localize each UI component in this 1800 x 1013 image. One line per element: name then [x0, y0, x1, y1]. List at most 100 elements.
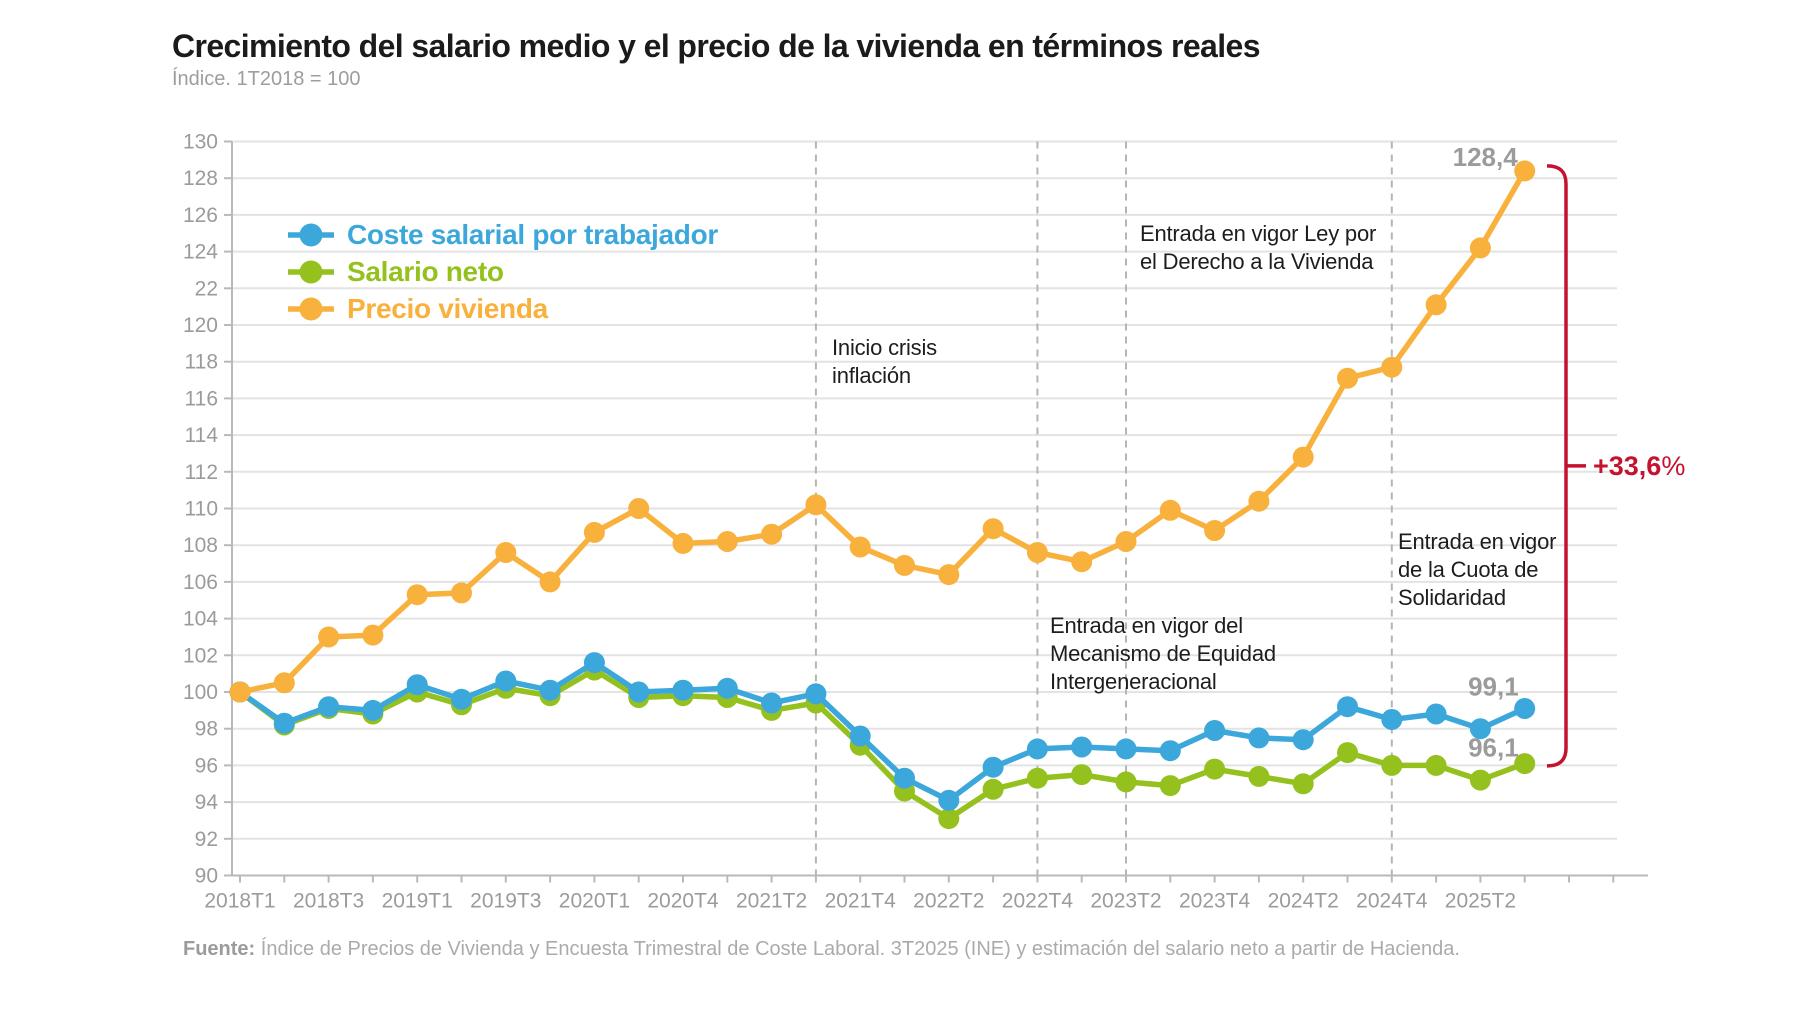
- legend-item-precio-vivienda[interactable]: Precio vivienda: [288, 290, 718, 327]
- x-axis-label: 2019T3: [470, 890, 541, 913]
- y-axis-label: 130: [183, 131, 218, 154]
- data-point: [672, 679, 694, 701]
- y-axis-label: 110: [185, 498, 218, 521]
- data-point: [1248, 765, 1270, 787]
- data-point: [938, 808, 960, 830]
- data-point: [894, 767, 915, 789]
- x-axis-label: 2022T4: [1002, 890, 1074, 913]
- data-point: [1026, 738, 1048, 760]
- y-axis-label: 92: [195, 828, 218, 851]
- data-point: [1381, 356, 1403, 378]
- data-point: [805, 683, 827, 705]
- data-point: [982, 778, 1004, 800]
- data-point: [1292, 729, 1314, 751]
- data-point: [1514, 753, 1536, 775]
- data-point: [1026, 542, 1048, 563]
- data-point: [1469, 237, 1491, 259]
- annotation-cuota-solidaridad: Entrada en vigor de la Cuota de Solidari…: [1398, 529, 1557, 610]
- legend-line-dot-icon: [288, 297, 334, 320]
- data-point: [894, 554, 915, 576]
- data-point: [406, 674, 428, 696]
- y-axis-label: 124: [183, 241, 218, 264]
- data-point: [495, 542, 517, 563]
- chart-legend: Coste salarial por trabajador Salario net…: [288, 216, 718, 327]
- data-point: [1071, 764, 1093, 786]
- y-axis-label: 106: [183, 571, 218, 594]
- data-point: [1469, 718, 1491, 740]
- data-point: [628, 498, 650, 519]
- data-point: [1115, 771, 1137, 793]
- end-value-label: 99,1: [1468, 672, 1519, 702]
- y-axis-label: 98: [195, 718, 218, 741]
- y-axis-label: 102: [183, 644, 218, 667]
- data-point: [539, 679, 561, 701]
- x-axis-label: 2022T2: [913, 890, 984, 913]
- legend-line-dot-icon: [288, 223, 334, 246]
- x-axis-label: 2019T1: [382, 890, 453, 913]
- data-point: [229, 681, 251, 703]
- data-point: [318, 696, 340, 718]
- x-axis-label: 2024T4: [1356, 890, 1428, 913]
- data-point: [1337, 367, 1358, 389]
- data-point: [1248, 727, 1270, 749]
- end-value-label: 96,1: [1468, 733, 1519, 763]
- data-point: [1159, 740, 1181, 762]
- data-point: [273, 712, 295, 734]
- data-point: [982, 756, 1004, 778]
- data-point: [761, 692, 783, 714]
- source-line: Fuente: Índice de Precios de Vivienda y …: [183, 938, 1460, 961]
- data-point: [1425, 294, 1447, 316]
- data-point: [451, 688, 472, 710]
- gap-percentage-label: +33,6%: [1593, 451, 1685, 481]
- data-point: [938, 789, 960, 811]
- legend-label: Coste salarial por trabajador: [347, 218, 718, 250]
- data-point: [628, 681, 650, 703]
- data-point: [1159, 499, 1181, 521]
- x-axis-label: 2024T2: [1268, 890, 1339, 913]
- y-axis-label: 100: [183, 681, 218, 704]
- x-axis-label: 2018T1: [204, 890, 275, 913]
- data-point: [1204, 758, 1226, 780]
- legend-item-coste-salarial-por-trabajador[interactable]: Coste salarial por trabajador: [288, 216, 718, 253]
- legend-item-salario-neto[interactable]: Salario neto: [288, 253, 718, 290]
- data-point: [1292, 446, 1314, 468]
- axes: 90 92 94 96 98 100 102 104 106 108 110 112 114 116 118…: [183, 131, 1648, 913]
- y-axis-label: 128: [183, 167, 218, 190]
- data-point: [1159, 775, 1181, 797]
- data-point: [1514, 160, 1536, 182]
- source-text: Índice de Precios de Vivienda y Encuesta…: [255, 938, 1460, 960]
- gap-bracket: +33,6%: [1546, 164, 1685, 768]
- data-point: [583, 652, 605, 674]
- data-point: [982, 518, 1004, 540]
- data-point: [1381, 709, 1403, 730]
- data-point: [761, 523, 783, 545]
- data-point: [495, 670, 517, 692]
- data-point: [1425, 754, 1447, 776]
- annotation-inicio-crisis: Inicio crisis inflación: [832, 335, 937, 388]
- data-point: [583, 521, 605, 543]
- y-axis-label: 96: [195, 754, 218, 777]
- data-point: [716, 531, 738, 552]
- data-point: [1204, 520, 1226, 541]
- x-axis-label: 2020T4: [647, 890, 719, 913]
- legend-label: Salario neto: [347, 255, 504, 287]
- data-point: [318, 626, 340, 648]
- data-point: [406, 584, 428, 606]
- data-point: [1071, 736, 1093, 758]
- y-axis-label: 114: [185, 424, 219, 447]
- data-point: [539, 571, 561, 593]
- data-point: [362, 624, 384, 646]
- data-point: [1292, 773, 1314, 795]
- data-point: [1514, 698, 1536, 719]
- y-axis-label: 90: [195, 865, 218, 888]
- data-point: [273, 672, 295, 694]
- y-axis-label: 94: [195, 791, 219, 814]
- y-axis-label: 118: [185, 351, 218, 374]
- data-point: [1071, 551, 1093, 573]
- data-point: [362, 699, 384, 721]
- y-axis-label: 108: [183, 534, 218, 557]
- data-point: [849, 725, 871, 747]
- end-value-label: 128,4: [1453, 142, 1519, 172]
- y-axis-label: 120: [183, 314, 218, 337]
